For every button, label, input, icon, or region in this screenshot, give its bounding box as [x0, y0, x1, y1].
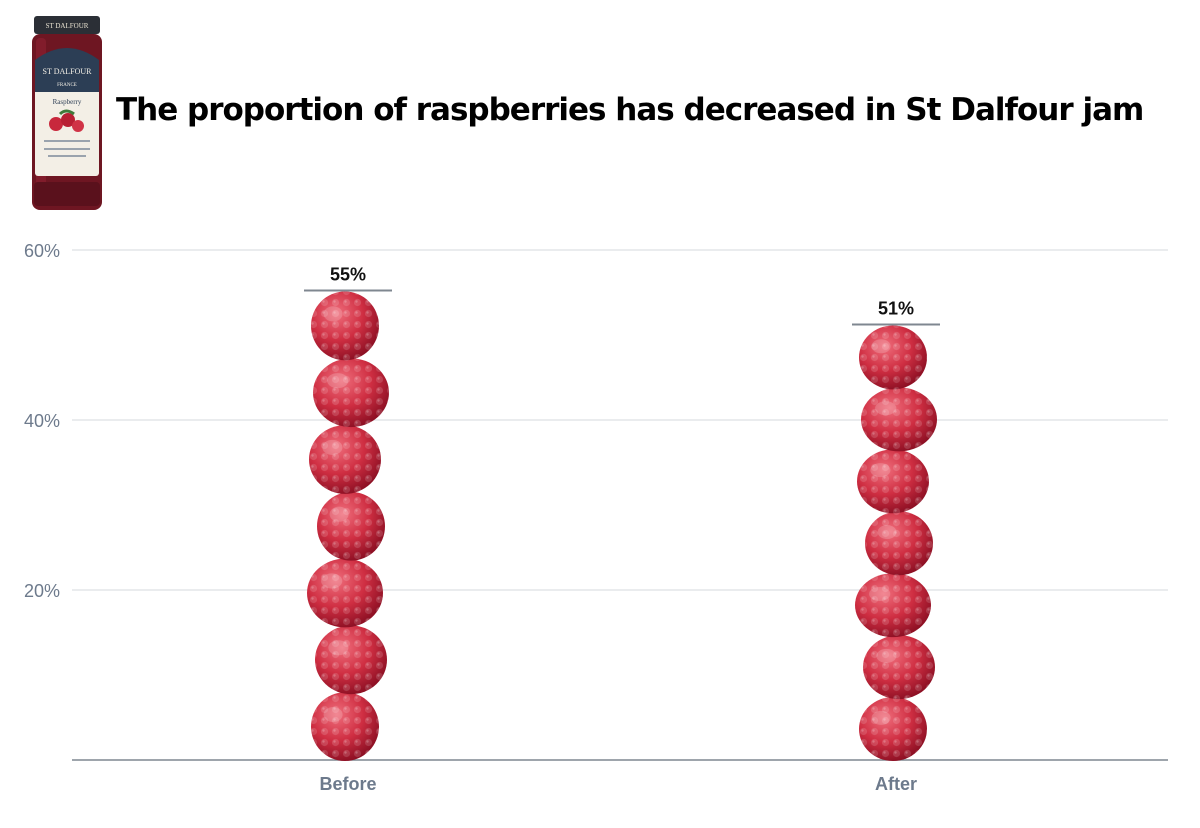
raspberry-icon	[317, 491, 385, 561]
raspberry-icon	[863, 635, 935, 700]
raspberry-icon	[311, 692, 379, 761]
raspberry-icon	[855, 573, 931, 638]
y-tick-label: 60%	[24, 241, 60, 261]
raspberry-icon	[859, 697, 927, 761]
raspberry-icon	[315, 625, 387, 695]
raspberry-icon	[857, 449, 929, 514]
jar-origin-label: FRANCE	[57, 83, 77, 88]
data-label: 51%	[878, 299, 914, 319]
category-label: After	[875, 774, 917, 794]
bar-before	[307, 291, 389, 761]
bar-after	[855, 325, 937, 761]
raspberry-icon	[309, 425, 381, 494]
raspberry-icon	[311, 291, 379, 361]
jar-brand-label: ST DALFOUR	[43, 67, 93, 76]
y-tick-label: 20%	[24, 581, 60, 601]
jam-jar-icon: ST DALFOUR ST DALFOUR FRANCE Raspberry	[32, 16, 102, 210]
y-tick-label: 40%	[24, 411, 60, 431]
jar-flavor-label: Raspberry	[53, 98, 82, 106]
raspberry-icon	[861, 387, 937, 452]
category-label: Before	[319, 774, 376, 794]
jar-lid-text: ST DALFOUR	[46, 22, 89, 30]
raspberry-icon	[307, 558, 383, 628]
raspberry-icon	[313, 358, 389, 428]
chart-title: The proportion of raspberries has decrea…	[116, 92, 1144, 128]
raspberry-icon	[859, 325, 927, 390]
data-label: 55%	[330, 265, 366, 285]
raspberry-icon	[865, 511, 933, 576]
